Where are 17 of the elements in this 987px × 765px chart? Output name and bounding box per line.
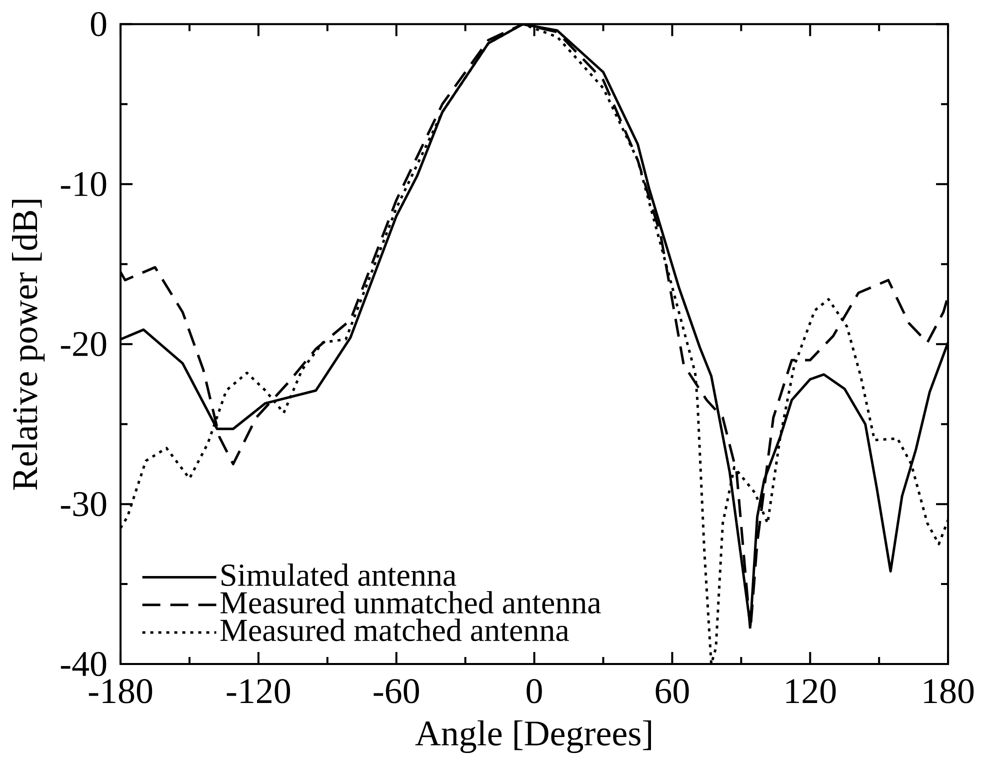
x-tick-label: 0 (526, 679, 542, 704)
y-tick-label: 0 (90, 12, 106, 36)
legend-label: Simulated antenna (222, 564, 456, 586)
legend-label: Measured unmatched antenna (220, 591, 601, 614)
x-tick-label: -120 (226, 679, 290, 704)
x-tick-label: -180 (88, 679, 152, 704)
y-tick-label: -30 (60, 492, 106, 516)
legend-label: Measured matched antenna (220, 618, 569, 642)
x-tick-label: 60 (656, 679, 689, 704)
y-tick-label: -10 (60, 172, 106, 196)
x-axis-title: Angle [Degrees] (415, 720, 651, 754)
y-tick-label: -40 (60, 652, 106, 676)
y-axis-title: Relative power [dB] (12, 200, 45, 490)
x-tick-label: -60 (374, 679, 419, 704)
y-tick-label: -20 (60, 332, 106, 356)
x-tick-label: 120 (786, 679, 836, 704)
x-tick-label: 180 (924, 679, 974, 704)
